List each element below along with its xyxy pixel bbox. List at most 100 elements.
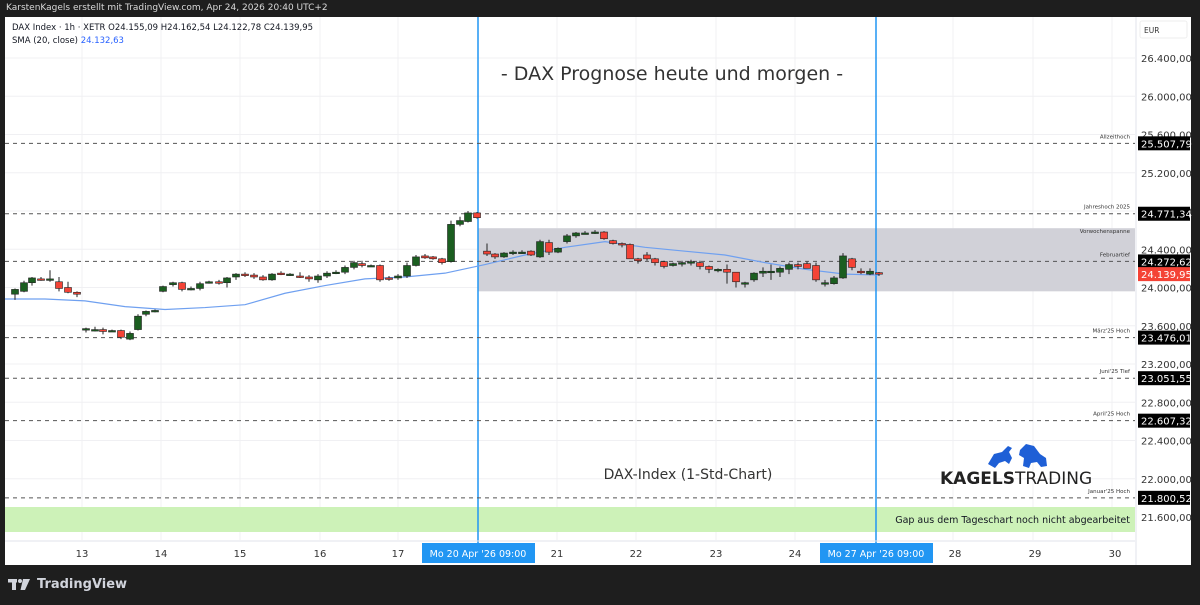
candle-up[interactable] [323,272,331,277]
candle-down[interactable] [723,269,731,273]
candle-up[interactable] [750,272,758,281]
candle-up[interactable] [82,328,90,331]
candle-up[interactable] [169,282,177,285]
candle-down[interactable] [250,274,258,278]
candle-down[interactable] [857,270,865,274]
candle-up[interactable] [741,282,749,285]
candle-down[interactable] [660,261,668,267]
candle-down[interactable] [483,250,491,255]
candle-down[interactable] [618,243,626,246]
candle-down[interactable] [99,329,107,332]
candle-up[interactable] [126,333,134,340]
candle-down[interactable] [803,263,811,269]
candle-up[interactable] [591,231,599,234]
candle-up[interactable] [669,263,677,266]
tradingview-logo[interactable]: TradingView [8,577,127,592]
candle-down[interactable] [259,276,267,281]
candle-down[interactable] [491,253,499,258]
candle-down[interactable] [732,271,740,283]
candle-up[interactable] [159,286,167,292]
candle-down[interactable] [812,265,820,281]
candle-up[interactable] [341,267,349,273]
candle-down[interactable] [609,240,617,244]
candle-up[interactable] [187,288,195,291]
candle-down[interactable] [376,265,384,281]
candle-up[interactable] [142,311,150,315]
currency-box[interactable] [1139,20,1188,39]
candle-up[interactable] [46,278,54,281]
candle-down[interactable] [358,263,366,266]
candle-up[interactable] [286,273,294,276]
candle-down[interactable] [473,212,481,218]
candle-down[interactable] [296,275,304,278]
candle-up[interactable] [581,232,589,235]
candle-down[interactable] [117,330,125,338]
candle-up[interactable] [332,271,340,275]
candle-down[interactable] [696,262,704,267]
candle-up[interactable] [151,310,159,313]
candle-up[interactable] [714,269,722,272]
candle-down[interactable] [545,242,553,253]
candle-up[interactable] [20,282,28,292]
candle-down[interactable] [429,256,437,260]
candle-down[interactable] [643,254,651,260]
candle-down[interactable] [705,266,713,270]
candle-up[interactable] [518,251,526,254]
candle-up[interactable] [11,289,19,295]
candle-up[interactable] [821,282,829,285]
candle-up[interactable] [866,270,874,275]
candle-down[interactable] [875,272,883,275]
candle-up[interactable] [196,283,204,289]
candle-down[interactable] [600,231,608,240]
candle-down[interactable] [385,277,393,280]
candle-up[interactable] [563,235,571,242]
candle-up[interactable] [403,265,411,277]
candle-up[interactable] [223,277,231,284]
candle-up[interactable] [314,275,322,281]
candle-up[interactable] [134,315,142,330]
candle-down[interactable] [64,287,72,293]
candle-up[interactable] [785,264,793,270]
candle-up[interactable] [500,252,508,258]
candle-up[interactable] [767,270,775,274]
weekly-range-zone[interactable] [478,228,1135,292]
candle-down[interactable] [626,244,634,260]
candle-up[interactable] [447,224,455,262]
candle-down[interactable] [241,273,249,276]
candle-up[interactable] [572,232,580,237]
candle-up[interactable] [367,265,375,268]
candle-up[interactable] [759,270,767,274]
candle-up[interactable] [554,247,562,253]
candle-down[interactable] [421,255,429,259]
candle-up[interactable] [350,262,358,268]
candle-down[interactable] [305,276,313,280]
candle-up[interactable] [839,255,847,279]
candle-down[interactable] [438,258,446,263]
candle-up[interactable] [394,275,402,279]
candle-down[interactable] [527,250,535,256]
candle-up[interactable] [687,261,695,264]
candle-up[interactable] [232,273,240,278]
candle-up[interactable] [464,212,472,222]
candle-up[interactable] [28,277,36,284]
candle-down[interactable] [37,278,45,281]
candle-down[interactable] [634,258,642,262]
candle-up[interactable] [456,220,464,225]
candle-up[interactable] [205,281,213,284]
candle-down[interactable] [55,281,63,289]
candle-up[interactable] [91,329,99,332]
candle-up[interactable] [830,277,838,284]
candle-down[interactable] [848,258,856,268]
candle-up[interactable] [776,268,784,273]
sma-line[interactable] [5,240,880,311]
candle-up[interactable] [108,330,116,333]
candle-up[interactable] [678,262,686,265]
gap-zone[interactable] [5,507,1135,532]
candle-down[interactable] [73,291,81,295]
candle-up[interactable] [536,241,544,258]
candle-down[interactable] [651,258,659,263]
candle-down[interactable] [277,272,285,275]
candle-up[interactable] [412,256,420,266]
candle-down[interactable] [215,281,223,284]
